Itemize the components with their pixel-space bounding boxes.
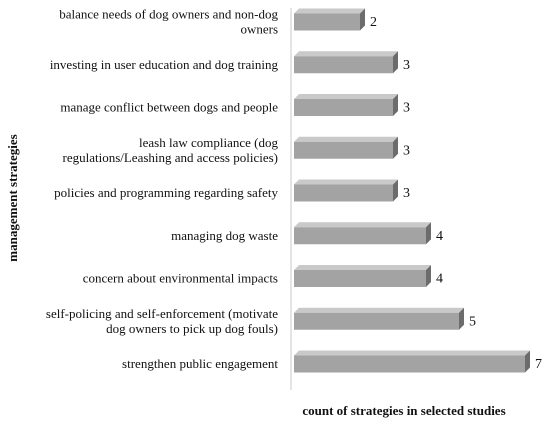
bar-front-face: [294, 141, 393, 159]
bar-side-face: [459, 307, 464, 330]
bar: [294, 51, 398, 74]
bar: [294, 136, 398, 159]
bar-value-label: 4: [436, 229, 443, 244]
bar-top-face: [294, 179, 398, 185]
bar-value-label: 5: [469, 314, 476, 329]
bar-side-face: [525, 350, 530, 373]
bar: [294, 307, 464, 330]
bar-top-face: [294, 8, 365, 14]
category-label: policies and programming regarding safet…: [54, 185, 278, 200]
bar-value-label: 7: [535, 357, 542, 372]
bar-top-face: [294, 51, 398, 57]
bar: [294, 8, 365, 31]
bar-top-face: [294, 94, 398, 99]
bar-front-face: [294, 227, 426, 245]
bar: [294, 222, 431, 245]
category-label: balance needs of dog owners and non-dog o…: [59, 7, 278, 37]
category-label: self-policing and self-enforcement (moti…: [46, 306, 278, 336]
bar-front-face: [294, 355, 525, 373]
bar-top-face: [294, 265, 431, 270]
bar: [294, 94, 398, 116]
bar-side-face: [393, 136, 398, 159]
category-label: strengthen public engagement: [122, 356, 278, 371]
bar-value-label: 3: [403, 186, 410, 201]
category-label: leash law compliance (dog regulations/Lea…: [62, 135, 278, 165]
bar-side-face: [393, 179, 398, 202]
category-label: concern about environmental impacts: [83, 271, 278, 286]
bar-front-face: [294, 184, 393, 202]
bar-value-label: 3: [403, 58, 410, 73]
bar-front-face: [294, 270, 426, 287]
category-label: manage conflict between dogs and people: [60, 100, 278, 115]
bar-top-face: [294, 222, 431, 228]
bar: [294, 179, 398, 202]
bar-top-face: [294, 136, 398, 142]
bar-value-label: 3: [403, 143, 410, 158]
bar-side-face: [360, 8, 365, 31]
bar-side-face: [393, 94, 398, 116]
bar-value-label: 3: [403, 101, 410, 116]
bar-side-face: [426, 265, 431, 287]
category-label: managing dog waste: [171, 228, 278, 243]
bar-front-face: [294, 312, 459, 330]
bar: [294, 265, 431, 287]
bar-front-face: [294, 13, 360, 31]
bar-side-face: [426, 222, 431, 245]
y-axis-title: management strategies: [5, 134, 20, 261]
x-axis-title: count of strategies in selected studies: [302, 403, 505, 418]
bar-side-face: [393, 51, 398, 74]
bar-top-face: [294, 307, 464, 313]
bar-value-label: 4: [436, 272, 443, 287]
bar-value-label: 2: [370, 15, 377, 30]
bar-front-face: [294, 56, 393, 74]
bar-front-face: [294, 99, 393, 116]
category-label: investing in user education and dog trai…: [50, 57, 279, 72]
bar-top-face: [294, 350, 530, 356]
bar: [294, 350, 530, 373]
